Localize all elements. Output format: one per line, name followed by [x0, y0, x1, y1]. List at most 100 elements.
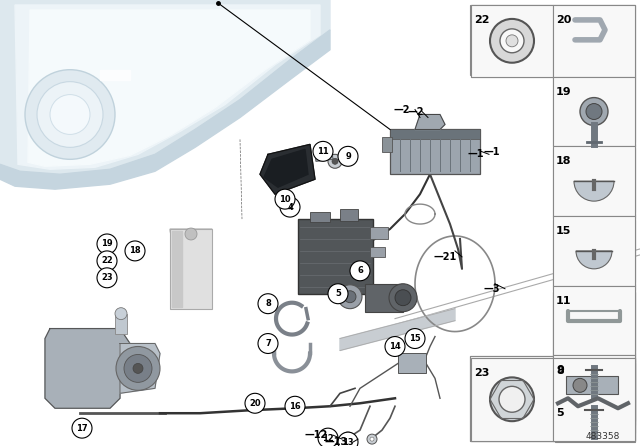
Circle shape	[344, 291, 356, 303]
Circle shape	[97, 234, 117, 254]
FancyBboxPatch shape	[555, 214, 635, 282]
FancyBboxPatch shape	[170, 229, 212, 309]
FancyBboxPatch shape	[553, 358, 635, 400]
FancyBboxPatch shape	[298, 219, 373, 294]
Circle shape	[389, 284, 417, 312]
FancyBboxPatch shape	[553, 77, 635, 146]
Polygon shape	[260, 144, 315, 194]
FancyBboxPatch shape	[390, 129, 480, 174]
Circle shape	[341, 432, 355, 446]
Circle shape	[258, 294, 278, 314]
FancyBboxPatch shape	[340, 209, 358, 221]
Text: 8: 8	[556, 366, 564, 376]
FancyBboxPatch shape	[555, 284, 635, 352]
Text: 5: 5	[556, 408, 564, 418]
Circle shape	[367, 434, 377, 444]
Circle shape	[72, 418, 92, 438]
Circle shape	[116, 346, 160, 390]
Circle shape	[500, 29, 524, 53]
Wedge shape	[574, 181, 614, 201]
Circle shape	[338, 432, 358, 448]
Circle shape	[580, 98, 608, 125]
FancyBboxPatch shape	[370, 247, 385, 257]
Circle shape	[285, 396, 305, 416]
FancyBboxPatch shape	[398, 353, 426, 373]
Polygon shape	[340, 309, 455, 350]
FancyBboxPatch shape	[471, 5, 553, 77]
Text: 14: 14	[389, 342, 401, 351]
Circle shape	[258, 334, 278, 353]
FancyBboxPatch shape	[471, 358, 553, 441]
FancyBboxPatch shape	[555, 402, 635, 442]
Text: —21: —21	[434, 252, 457, 262]
Text: —13: —13	[324, 437, 348, 447]
FancyBboxPatch shape	[553, 286, 635, 355]
FancyBboxPatch shape	[471, 5, 553, 77]
Polygon shape	[100, 70, 130, 80]
FancyBboxPatch shape	[471, 362, 553, 441]
FancyBboxPatch shape	[566, 376, 618, 394]
Circle shape	[405, 328, 425, 349]
Circle shape	[350, 261, 370, 281]
FancyBboxPatch shape	[553, 220, 635, 290]
Text: 18: 18	[129, 246, 141, 255]
Polygon shape	[315, 152, 333, 161]
FancyBboxPatch shape	[553, 148, 635, 218]
Wedge shape	[576, 251, 612, 269]
Text: 6: 6	[357, 266, 363, 276]
Circle shape	[37, 82, 103, 147]
Text: —2: —2	[394, 104, 410, 115]
Text: 20: 20	[556, 15, 572, 25]
Circle shape	[97, 251, 117, 271]
Polygon shape	[15, 5, 320, 169]
Text: 12: 12	[322, 434, 334, 443]
Circle shape	[25, 70, 115, 159]
Circle shape	[133, 363, 143, 373]
Circle shape	[370, 437, 374, 441]
Text: 23: 23	[101, 273, 113, 282]
Text: 4: 4	[287, 202, 293, 211]
Polygon shape	[0, 30, 330, 189]
FancyBboxPatch shape	[115, 314, 127, 334]
Circle shape	[338, 285, 362, 309]
Circle shape	[328, 154, 342, 168]
FancyBboxPatch shape	[553, 5, 635, 77]
Circle shape	[124, 354, 152, 382]
FancyBboxPatch shape	[553, 358, 635, 441]
Text: —1: —1	[467, 149, 484, 159]
Text: 19: 19	[101, 239, 113, 249]
FancyBboxPatch shape	[553, 363, 635, 433]
Circle shape	[345, 436, 351, 442]
Polygon shape	[172, 231, 182, 307]
FancyBboxPatch shape	[553, 292, 635, 362]
Text: 22: 22	[101, 256, 113, 265]
Circle shape	[573, 379, 587, 392]
Text: 5: 5	[335, 289, 341, 298]
Text: 483358: 483358	[586, 432, 620, 441]
FancyBboxPatch shape	[553, 292, 635, 362]
Text: 18: 18	[556, 156, 572, 166]
FancyBboxPatch shape	[370, 227, 388, 239]
Circle shape	[395, 290, 411, 306]
FancyBboxPatch shape	[470, 357, 555, 441]
Circle shape	[318, 428, 338, 448]
Text: 23: 23	[474, 368, 490, 379]
FancyBboxPatch shape	[553, 77, 635, 146]
Text: 11: 11	[317, 147, 329, 156]
FancyBboxPatch shape	[310, 212, 330, 222]
FancyBboxPatch shape	[555, 75, 635, 142]
Circle shape	[280, 197, 300, 217]
FancyBboxPatch shape	[553, 362, 635, 401]
Text: 11: 11	[556, 296, 572, 306]
Circle shape	[125, 241, 145, 261]
Circle shape	[338, 146, 358, 166]
Wedge shape	[170, 229, 212, 250]
FancyBboxPatch shape	[553, 146, 635, 216]
Text: 16: 16	[289, 402, 301, 411]
Polygon shape	[264, 149, 308, 187]
Circle shape	[385, 336, 405, 357]
Text: 15: 15	[409, 334, 421, 343]
Circle shape	[115, 308, 127, 319]
FancyBboxPatch shape	[553, 216, 635, 286]
FancyBboxPatch shape	[553, 355, 635, 425]
